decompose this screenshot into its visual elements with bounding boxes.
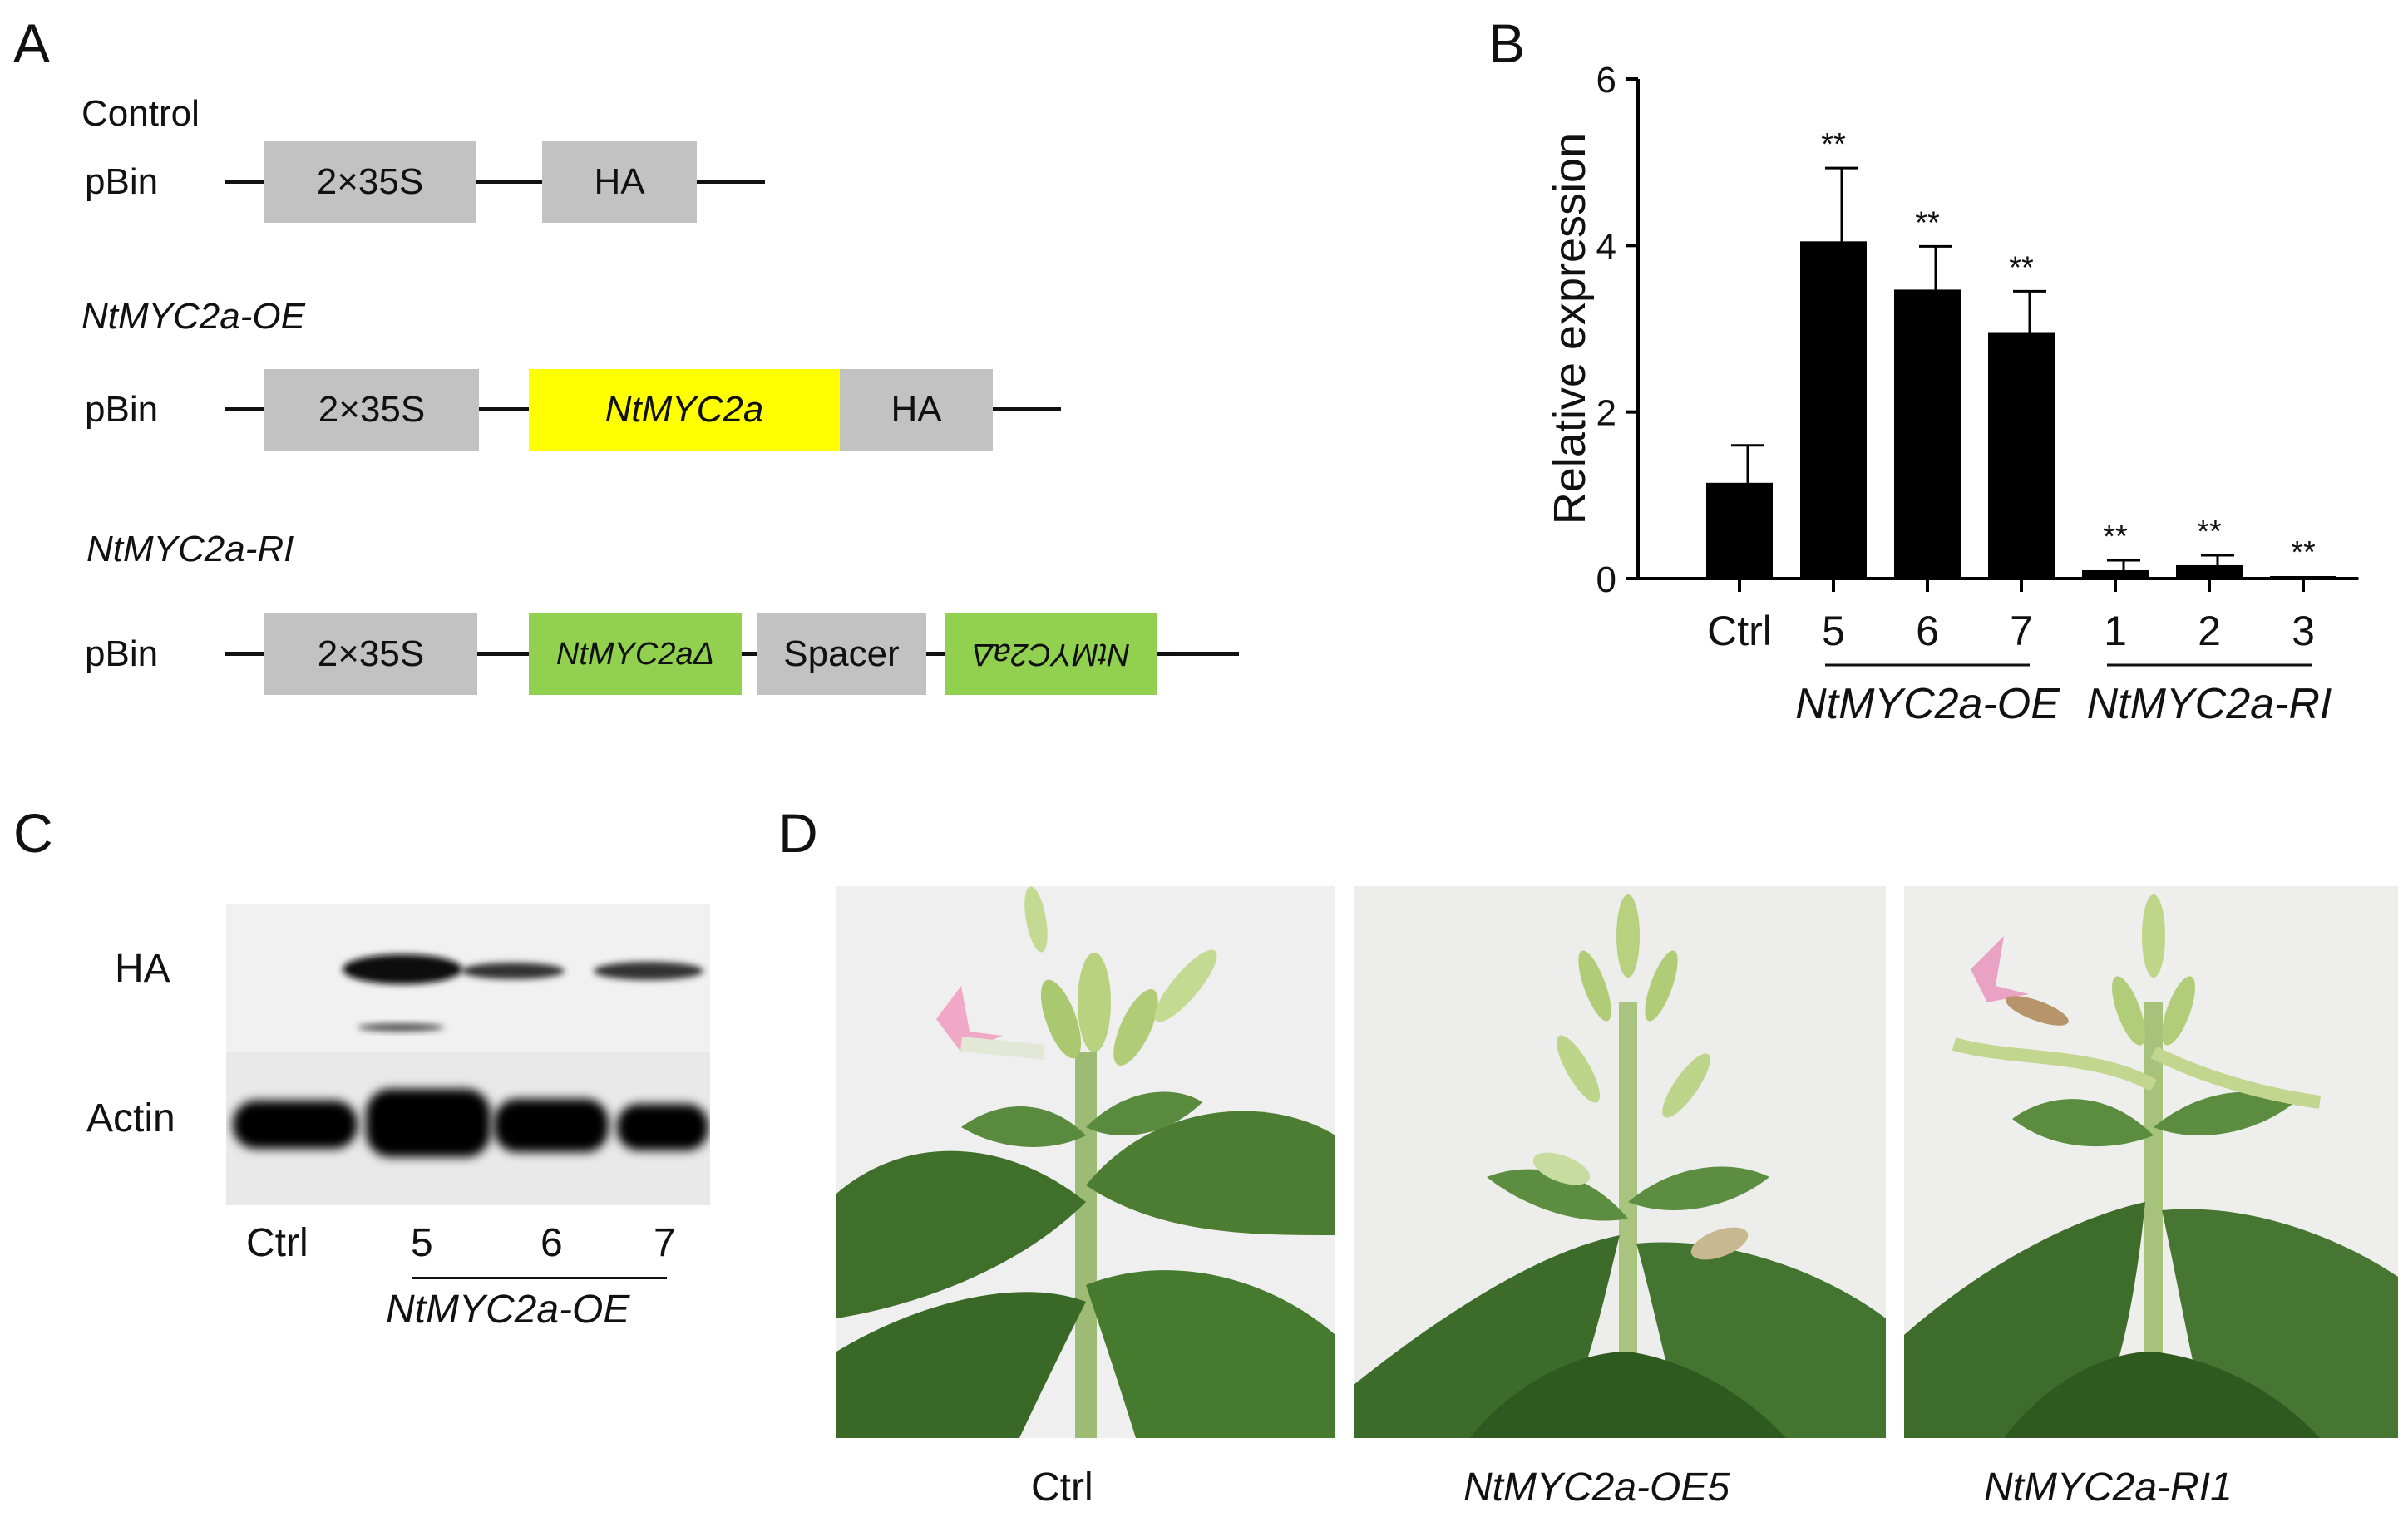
y-tick-label: 0 xyxy=(1596,559,1616,600)
x-tick-label-3: 3 xyxy=(2292,608,2315,654)
bar-1 xyxy=(2082,569,2149,579)
x-tick-label-Ctrl: Ctrl xyxy=(1707,608,1772,654)
blot-group-line xyxy=(412,1277,667,1279)
ha-band-lane-6 xyxy=(461,963,565,979)
construct-title-ri: NtMYC2a-RI xyxy=(86,529,294,569)
promoter-box-control: 2×35S xyxy=(264,141,476,223)
bar-Ctrl xyxy=(1706,482,1773,579)
significance-label-5: ** xyxy=(1821,127,1846,162)
blot-lane-label-5: 5 xyxy=(411,1221,433,1265)
x-tick-label-2: 2 xyxy=(2198,608,2221,654)
bar-6 xyxy=(1894,289,1961,579)
blot-group-label: NtMYC2a-OE xyxy=(386,1288,630,1332)
bar-5 xyxy=(1800,241,1867,579)
vector-label-control: pBin xyxy=(85,161,159,202)
actin-band-lane-7 xyxy=(617,1104,708,1150)
x-tick-label-1: 1 xyxy=(2104,608,2127,654)
panel-label-c: C xyxy=(13,802,53,864)
group-label-0: NtMYC2a-OE xyxy=(1795,680,2060,728)
blot-lane-label-ctrl: Ctrl xyxy=(246,1221,308,1265)
photo-caption-ctrl: Ctrl xyxy=(1031,1465,1093,1510)
ha-minor-band-lane-5 xyxy=(358,1023,444,1032)
significance-label-7: ** xyxy=(2009,250,2034,285)
cds-box-oe: NtMYC2a xyxy=(529,369,840,451)
significance-label-3: ** xyxy=(2291,535,2316,570)
blot-row-label-actin: Actin xyxy=(86,1096,175,1140)
actin-band-lane-6 xyxy=(494,1099,609,1152)
significance-label-2: ** xyxy=(2197,515,2222,549)
backbone-line-control xyxy=(225,180,765,184)
x-tick-label-5: 5 xyxy=(1822,608,1845,654)
promoter-box-ri: 2×35S xyxy=(264,613,477,695)
x-tick-label-6: 6 xyxy=(1916,608,1939,654)
panel-label-b: B xyxy=(1488,12,1526,74)
tag-box-oe: HA xyxy=(840,369,993,451)
y-tick-label: 6 xyxy=(1596,60,1616,101)
panel-label-d: D xyxy=(778,802,818,864)
bar-3 xyxy=(2270,575,2336,579)
plant-photo-ri1 xyxy=(1904,886,2398,1438)
promoter-box-oe: 2×35S xyxy=(264,369,479,451)
spacer-box: Spacer xyxy=(757,613,926,695)
photo-caption-oe5: NtMYC2a-OE5 xyxy=(1463,1465,1730,1510)
significance-label-6: ** xyxy=(1915,205,1940,240)
y-tick-label: 4 xyxy=(1596,226,1616,267)
ha-band-lane-7 xyxy=(594,962,703,980)
panel-label-a: A xyxy=(13,12,51,74)
vector-label-oe: pBin xyxy=(85,389,159,430)
y-axis-label: Relative expression xyxy=(1547,133,1595,525)
construct-title-control: Control xyxy=(81,93,200,134)
photo-caption-ri1: NtMYC2a-RI1 xyxy=(1984,1465,2233,1510)
ha-band-lane-5 xyxy=(343,954,462,984)
blot-lane-label-7: 7 xyxy=(654,1221,676,1265)
western-blot xyxy=(226,904,710,1205)
actin-band-lane-5 xyxy=(366,1089,491,1157)
bar-2 xyxy=(2176,564,2243,579)
rnai-antisense-box: NtMYC2aΔ xyxy=(945,613,1157,695)
y-tick-label: 2 xyxy=(1596,393,1616,434)
group-label-1: NtMYC2a-RI xyxy=(2087,680,2332,728)
plant-photo-oe5 xyxy=(1354,886,1886,1438)
rnai-sense-box: NtMYC2aΔ xyxy=(529,613,742,695)
construct-title-oe: NtMYC2a-OE xyxy=(81,296,305,337)
significance-label-1: ** xyxy=(2103,520,2128,554)
bar-7 xyxy=(1988,332,2055,579)
plant-photo-ctrl xyxy=(836,886,1335,1438)
actin-band-lane-ctrl xyxy=(233,1101,358,1149)
x-tick-label-7: 7 xyxy=(2010,608,2033,654)
blot-lane-label-6: 6 xyxy=(540,1221,563,1265)
blot-row-label-ha: HA xyxy=(115,947,170,991)
chart-bars xyxy=(1706,166,2336,579)
vector-label-ri: pBin xyxy=(85,633,159,674)
tag-box-control: HA xyxy=(542,141,697,223)
